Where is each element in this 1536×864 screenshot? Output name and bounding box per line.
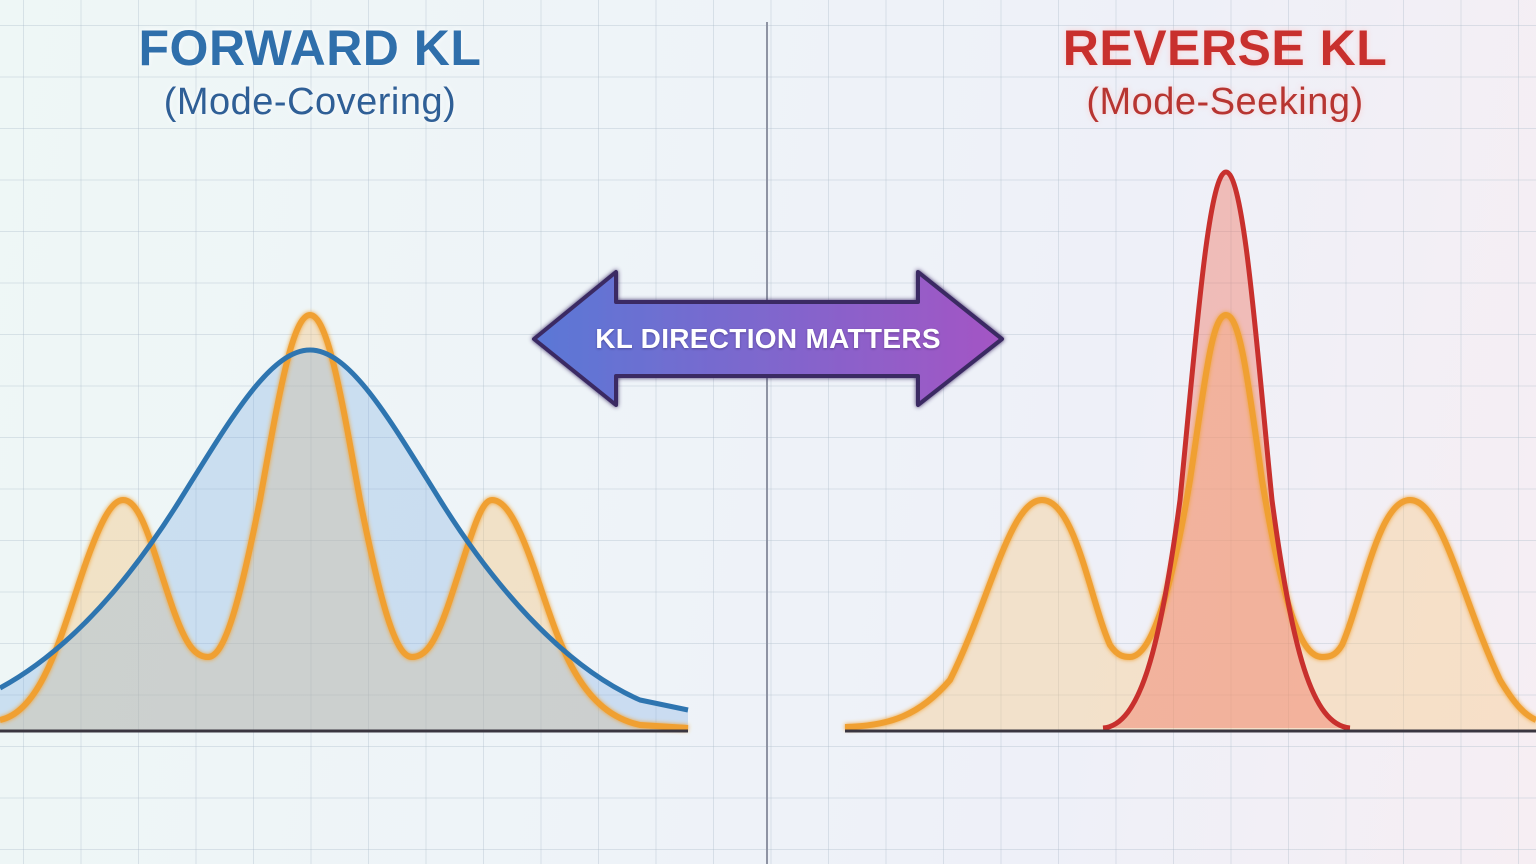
forward-kl-title: FORWARD KL bbox=[138, 20, 482, 76]
forward-target-fill bbox=[0, 315, 688, 731]
reverse-target-curve bbox=[844, 312, 1536, 730]
forward-kl-plot bbox=[0, 312, 689, 733]
forward-kl-subtitle: (Mode-Covering) bbox=[163, 81, 457, 123]
reverse-kl-title: REVERSE KL bbox=[1062, 20, 1388, 76]
forward-approx-fill bbox=[0, 350, 688, 731]
reverse-kl-subtitle: (Mode-Seeking) bbox=[1086, 81, 1364, 123]
panel-divider bbox=[766, 22, 768, 864]
forward-target-curve bbox=[0, 312, 689, 731]
kl-direction-callout: KL DIRECTION MATTERS bbox=[528, 266, 1008, 412]
reverse-kl-plot bbox=[844, 169, 1536, 733]
reverse-kl-heading: REVERSE KL (Mode-Seeking) bbox=[1025, 20, 1425, 124]
reverse-target-fill bbox=[845, 315, 1536, 731]
forward-kl-heading: FORWARD KL (Mode-Covering) bbox=[110, 20, 510, 124]
reverse-approx-fill bbox=[1103, 172, 1350, 728]
kl-direction-label: KL DIRECTION MATTERS bbox=[595, 323, 941, 354]
reverse-approx-curve bbox=[1102, 169, 1351, 731]
forward-approx-curve bbox=[0, 347, 689, 713]
double-arrow-icon bbox=[532, 270, 1004, 407]
